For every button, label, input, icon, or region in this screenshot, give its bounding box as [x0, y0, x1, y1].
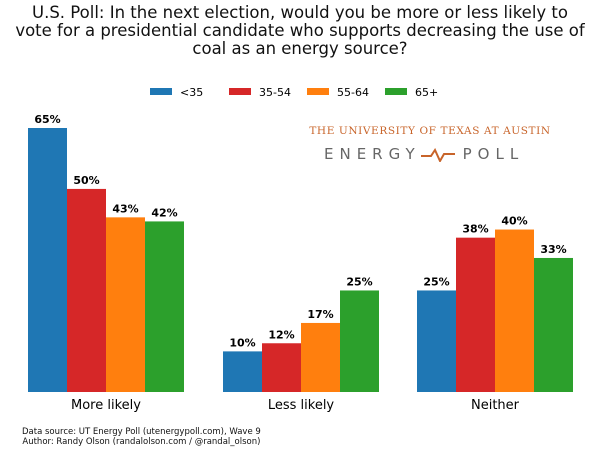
legend-label: 65+ — [415, 86, 438, 99]
data-label: 25% — [346, 275, 372, 288]
logo-word: ENERGY — [324, 145, 421, 163]
bar — [262, 343, 301, 392]
x-tick-label: Less likely — [268, 398, 335, 413]
bar — [223, 351, 262, 392]
data-label: 42% — [151, 206, 177, 219]
logo-word: POLL — [462, 145, 525, 163]
data-label: 33% — [540, 243, 566, 256]
chart-title: U.S. Poll: In the next election, would y… — [0, 4, 600, 58]
data-label: 25% — [423, 275, 449, 288]
data-label: 12% — [268, 328, 294, 341]
data-label: 65% — [34, 113, 60, 126]
bar — [534, 257, 573, 392]
pulse-icon — [420, 147, 455, 162]
bar — [417, 290, 456, 392]
legend-swatch — [385, 88, 407, 95]
bar — [456, 237, 495, 392]
bar — [106, 217, 145, 392]
logo-university: THE UNIVERSITY OF TEXAS AT AUSTIN — [309, 125, 551, 137]
author: Author: Randy Olson (randalolson.com / @… — [22, 437, 261, 447]
bar — [67, 188, 106, 392]
legend-label: <35 — [180, 86, 203, 99]
data-label: 43% — [112, 202, 138, 215]
legend-swatch — [229, 88, 251, 95]
data-label: 17% — [307, 308, 333, 321]
legend-label: 55-64 — [337, 86, 369, 99]
bar — [301, 322, 340, 392]
title-line: coal as an energy source? — [192, 39, 408, 58]
data-label: 38% — [462, 223, 488, 236]
title-line: vote for a presidential candidate who su… — [15, 21, 585, 40]
bar — [340, 290, 379, 392]
data-label: 10% — [229, 336, 255, 349]
bar — [28, 128, 67, 392]
legend-label: 35-54 — [259, 86, 291, 99]
bar — [495, 229, 534, 392]
title-line: U.S. Poll: In the next election, would y… — [32, 3, 568, 22]
legend-swatch — [150, 88, 172, 95]
bar — [145, 221, 184, 392]
logo-energy-poll: ENERGY POLL — [324, 145, 524, 163]
x-tick-label: More likely — [71, 398, 141, 413]
x-tick-label: Neither — [471, 398, 520, 413]
data-label: 50% — [73, 174, 99, 187]
footer: Data source: UT Energy Poll (utenergypol… — [22, 427, 261, 447]
legend-swatch — [307, 88, 329, 95]
data-source: Data source: UT Energy Poll (utenergypol… — [22, 427, 261, 437]
data-label: 40% — [501, 215, 527, 228]
